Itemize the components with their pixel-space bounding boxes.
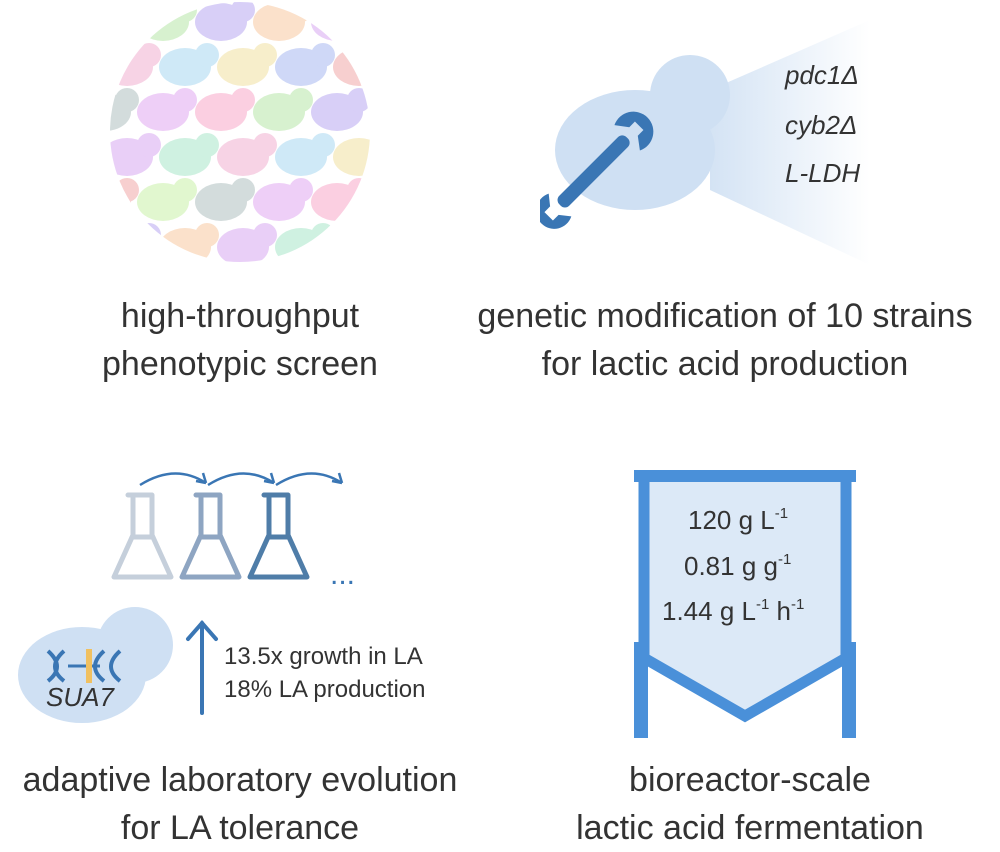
yeast-bud-shape	[173, 178, 197, 202]
mutation-marker	[86, 649, 92, 683]
cell-colony-circle	[110, 2, 370, 262]
yeast-cell-shape	[369, 183, 370, 221]
flask-3-icon	[247, 492, 310, 580]
flask-1-icon	[111, 492, 174, 580]
yeast-bud-shape	[137, 223, 161, 247]
titer-metric: 120 g L-1	[688, 505, 789, 535]
yeast-bud-shape	[289, 88, 313, 112]
yeast-cell-shape	[333, 138, 370, 176]
yeast-cell-shape	[110, 3, 131, 41]
yeast-bud-shape	[289, 178, 313, 202]
yeast-bud-shape	[195, 223, 219, 247]
yeast-bud-shape	[173, 88, 197, 112]
yeast-bud-shape	[231, 2, 255, 22]
yeast-bud-shape	[253, 133, 277, 157]
yeast-bud-shape	[115, 88, 139, 112]
yeast-bud-shape	[369, 223, 370, 247]
bioreactor-caption: bioreactor-scale lactic acid fermentatio…	[576, 761, 924, 847]
screen-caption: high-throughput phenotypic screen	[102, 297, 378, 383]
yeast-bud-shape	[311, 133, 335, 157]
yeast-cell-shape	[333, 48, 370, 86]
yeast-bud-shape	[369, 133, 370, 157]
gene-label-3: L-LDH	[785, 158, 861, 188]
bioreactor-icon	[634, 470, 856, 738]
yeast-bud-shape	[137, 43, 161, 67]
yeast-bud-shape	[253, 223, 277, 247]
yield-metric: 0.81 g g-1	[684, 551, 792, 581]
yeast-bud-shape	[231, 88, 255, 112]
gene-label-1: pdc1Δ	[785, 60, 859, 90]
yeast-bud-shape	[195, 133, 219, 157]
yeast-bud-shape	[253, 43, 277, 67]
production-stat: 18% LA production	[224, 676, 426, 703]
productivity-metric: 1.44 g L-1 h-1	[662, 596, 805, 626]
yeast-cell-shape	[333, 228, 370, 262]
wrench-icon	[536, 111, 654, 229]
yeast-cell-wrench	[536, 20, 870, 265]
yeast-bud-shape	[137, 133, 161, 157]
yeast-bud-shape	[369, 43, 370, 67]
yeast-cell-shape	[311, 3, 363, 41]
yeast-bud-shape	[347, 178, 370, 202]
yeast-bud-shape	[195, 43, 219, 67]
yeast-bud-shape	[231, 178, 255, 202]
bioreactor-panel	[630, 462, 860, 742]
gene-label-2: cyb2Δ	[785, 110, 858, 140]
yeast-bud-shape	[311, 223, 335, 247]
transfer-arrows	[139, 472, 344, 487]
evolution-graphic	[18, 472, 344, 723]
genetic-panel	[536, 20, 960, 280]
flask-2-icon	[179, 492, 242, 580]
screen-panel	[90, 0, 390, 270]
yeast-bud-shape	[311, 43, 335, 67]
yeast-cell	[555, 90, 715, 210]
yeast-cell-shape	[369, 93, 370, 131]
genetic-caption: genetic modification of 10 strains for l…	[477, 297, 973, 383]
yeast-cell-shape	[137, 3, 189, 41]
ellipsis: ...	[330, 558, 356, 591]
increase-arrow-icon	[186, 619, 218, 715]
dna-icon	[46, 649, 122, 683]
yeast-bud-shape	[115, 178, 139, 202]
yeast-bud-shape	[347, 2, 370, 22]
yeast-bud-shape	[115, 2, 139, 22]
zoom-beam	[710, 20, 870, 265]
yeast-cell-shape	[253, 3, 305, 41]
yeast-cell-shape	[369, 3, 370, 41]
yeast-cell-shape	[110, 228, 153, 262]
yeast-bud-shape	[347, 88, 370, 112]
growth-stat: 13.5x growth in LA	[224, 643, 423, 670]
evolution-panel	[0, 455, 480, 725]
mutated-gene-label: SUA7	[46, 682, 114, 712]
evolution-caption: adaptive laboratory evolution for LA tol…	[22, 761, 458, 847]
